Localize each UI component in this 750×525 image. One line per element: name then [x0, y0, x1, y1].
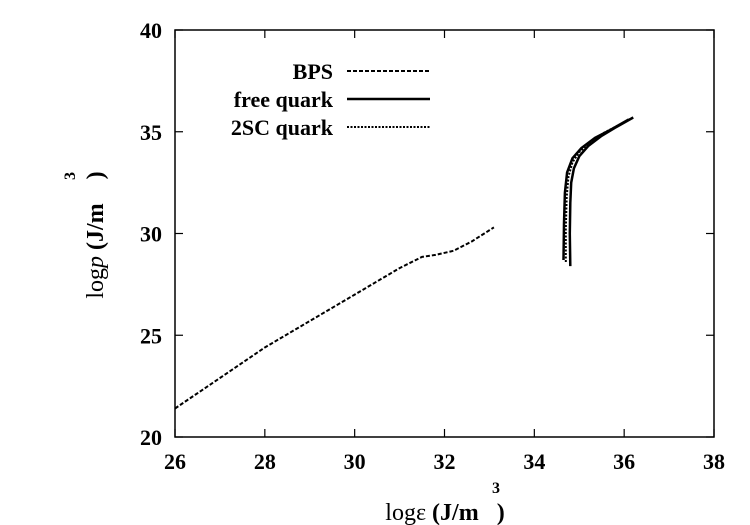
- legend-label-2sc-quark: 2SC quark: [231, 115, 334, 140]
- x-tick-label: 36: [613, 449, 635, 474]
- y-tick-label: 25: [140, 323, 162, 348]
- legend-label-free-quark: free quark: [234, 87, 334, 112]
- x-axis-label-exponent: 3: [492, 480, 500, 497]
- svg-text:logp (J/m ): logp (J/m ): [83, 171, 109, 298]
- x-tick-label: 32: [434, 449, 456, 474]
- y-tick-label: 40: [140, 18, 162, 43]
- series-line-free-quark-2: [562, 118, 630, 261]
- y-tick-label: 30: [140, 222, 162, 247]
- x-axis-label: logε (J/m) 3: [385, 480, 504, 525]
- series-line-free-quark: [568, 116, 634, 267]
- svg-text:logε (J/m): logε (J/m): [385, 500, 504, 525]
- y-tick-label: 20: [140, 425, 162, 450]
- y-axis-label: logp (J/m ) 3: [62, 171, 109, 298]
- y-axis-label-exponent: 3: [62, 172, 79, 180]
- legend-label-bps: BPS: [293, 59, 333, 84]
- y-tick-label: 35: [140, 120, 162, 145]
- series-line-bps: [174, 226, 495, 410]
- x-tick-label: 38: [703, 449, 725, 474]
- x-tick-label: 30: [344, 449, 366, 474]
- x-tick-label: 34: [523, 449, 545, 474]
- series: [174, 116, 634, 410]
- series-line-2sc-quark: [564, 116, 634, 262]
- x-tick-label: 28: [254, 449, 276, 474]
- ticks: 26 28 30 32 34 36 38 20 25 30 35 40: [140, 18, 725, 474]
- legend: BPS free quark 2SC quark: [231, 59, 430, 140]
- x-tick-label: 26: [164, 449, 186, 474]
